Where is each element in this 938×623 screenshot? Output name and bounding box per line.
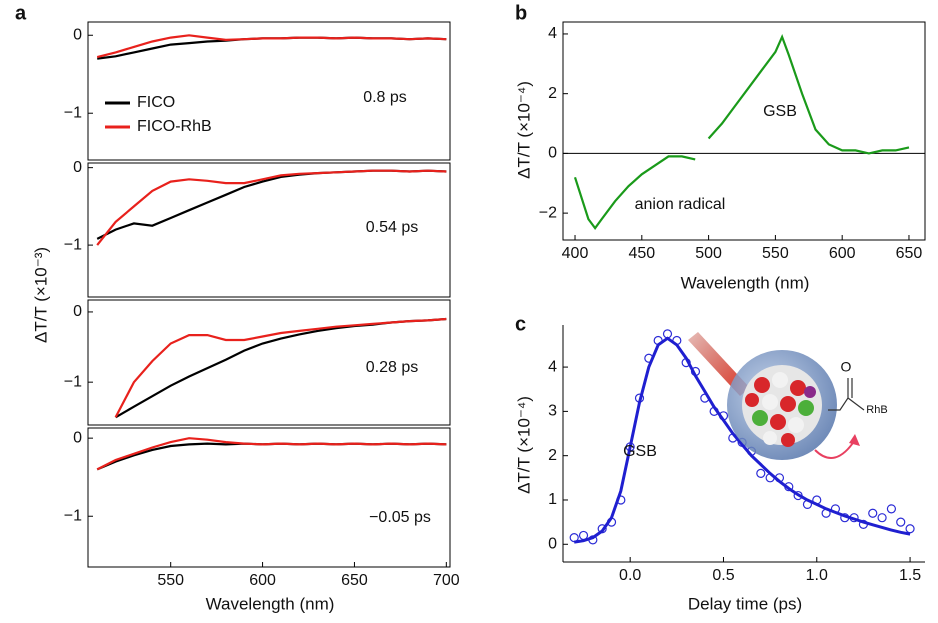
y-tick-label: 0 [73, 429, 82, 446]
x-tick-label: 700 [433, 572, 460, 589]
x-tick-label: 1.0 [806, 567, 828, 584]
plot-frame [562, 21, 926, 241]
y-tick-label: 0 [548, 535, 557, 552]
data-line [573, 33, 910, 230]
panel-letter: c [515, 313, 526, 335]
atoms [745, 372, 816, 447]
y-tick-label: −1 [64, 104, 82, 121]
annotation: anion radical [635, 196, 726, 213]
annotation: 0.54 ps [366, 219, 418, 236]
data-point [896, 517, 906, 527]
data-line [96, 34, 447, 59]
plot-frame [87, 162, 451, 298]
data-line [97, 36, 447, 60]
y-tick-label: 1 [548, 491, 557, 508]
y-tick-label: 4 [548, 25, 557, 42]
x-tick-label: 450 [628, 245, 655, 262]
panel: 0 −1 FICO FICO-RhB 0.8 ps a ΔT/T (×10⁻³) [15, 2, 451, 343]
data-line [114, 317, 447, 418]
annotation: 0.8 ps [363, 89, 407, 106]
y-tick-label: −1 [64, 507, 82, 524]
x-tick-label: 550 [762, 245, 789, 262]
panel: 0 −1 550 600 650 700 −0.05 ps Wavelength (nm) [64, 427, 460, 613]
plot-frame [87, 21, 451, 161]
y-tick-label: −1 [64, 236, 82, 253]
x-tick-label: 650 [341, 572, 368, 589]
panel-letter: a [15, 2, 27, 24]
y-tick-label: 0 [73, 159, 82, 176]
y-axis-label: ΔT/T (×10⁻³) [31, 247, 50, 343]
plot-frame [87, 427, 451, 568]
inset-illustration [688, 332, 865, 460]
panel: 0 −1 0.54 ps [64, 159, 451, 298]
y-tick-label: 0 [548, 145, 557, 162]
x-tick-label: 1.5 [899, 567, 921, 584]
y-tick-label: 0 [73, 26, 82, 43]
data-line [96, 169, 447, 246]
x-tick-label: 550 [157, 572, 184, 589]
data-point [886, 504, 897, 514]
data-line [96, 437, 447, 471]
x-axis-label: Wavelength (nm) [681, 273, 810, 292]
annotation: GSB [763, 103, 797, 120]
y-tick-label: 2 [548, 85, 557, 102]
annotation: −0.05 ps [369, 509, 431, 526]
y-tick-label: −1 [64, 373, 82, 390]
x-tick-label: 650 [896, 245, 923, 262]
annotation: RhB [866, 404, 887, 416]
y-tick-label: −2 [539, 204, 557, 221]
legend-label: FICO-RhB [137, 118, 212, 135]
data-point [868, 508, 878, 518]
annotation: GSB [623, 443, 657, 460]
data-line [573, 336, 911, 544]
x-axis-label: Wavelength (nm) [206, 594, 335, 613]
ester-bond [828, 378, 865, 411]
x-axis-label: Delay time (ps) [688, 594, 802, 613]
panel-letter: b [515, 2, 527, 24]
legend-label: FICO [137, 94, 175, 111]
x-tick-label: 600 [249, 572, 276, 589]
data-point [756, 468, 766, 479]
arrow-head [849, 434, 860, 446]
panel: −2 0 2 4 400 450 500 550 600 650 GSB anion radical b… [514, 2, 926, 292]
x-tick-label: 0.5 [712, 567, 734, 584]
annotation: O [841, 359, 852, 375]
x-tick-label: 500 [695, 245, 722, 262]
x-tick-label: 0.0 [619, 567, 641, 584]
panel: 0 −1 0.28 ps [64, 299, 451, 426]
x-tick-label: 400 [562, 245, 589, 262]
data-point [905, 524, 915, 534]
y-axis-label: ΔT/T (×10⁻⁴) [514, 81, 533, 179]
y-axis-label: ΔT/T (×10⁻⁴) [514, 396, 533, 494]
y-tick-label: 2 [548, 447, 557, 464]
plot-frame [87, 299, 451, 426]
electron-arrow [814, 439, 856, 459]
y-tick-label: 3 [548, 403, 557, 420]
y-tick-label: 0 [73, 303, 82, 320]
annotation: 0.28 ps [366, 359, 418, 376]
data-point [877, 513, 887, 523]
y-tick-label: 4 [548, 358, 557, 375]
x-tick-label: 600 [829, 245, 856, 262]
